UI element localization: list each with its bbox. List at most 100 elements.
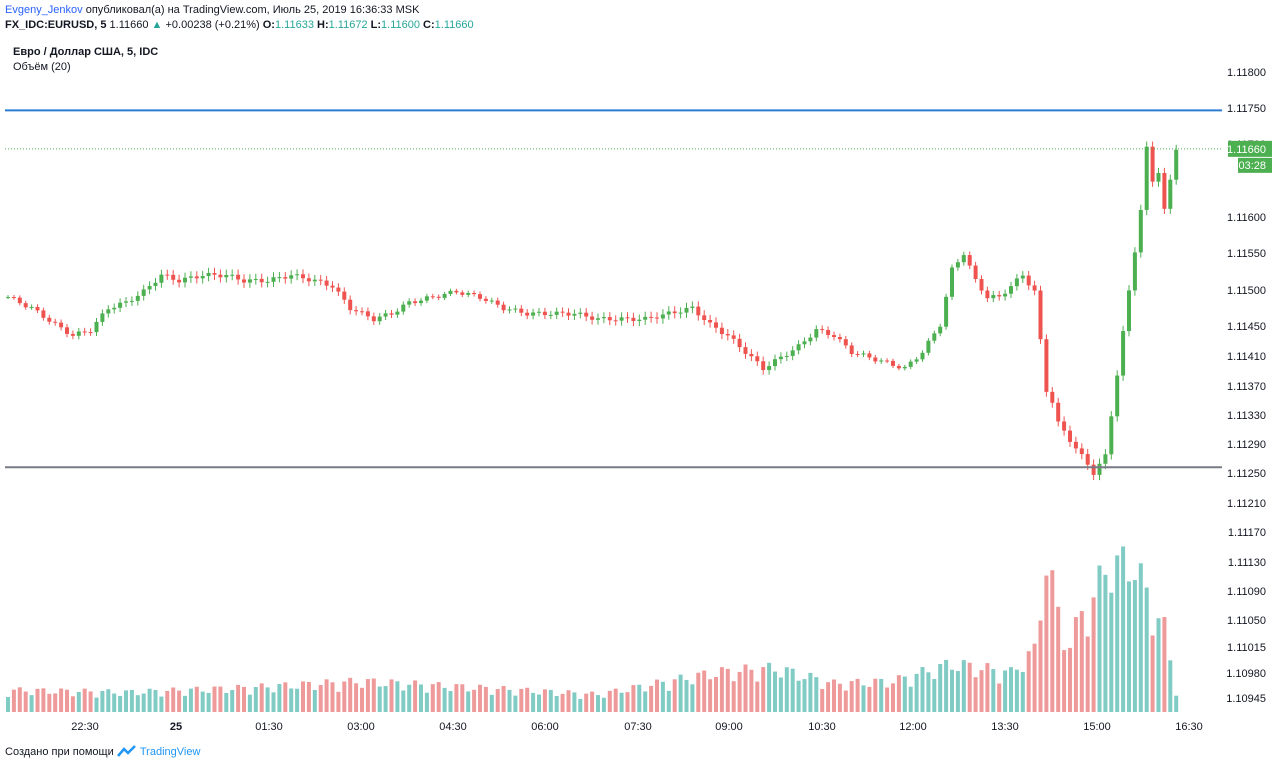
- volume-bar: [124, 690, 128, 712]
- candle-body: [1156, 173, 1161, 182]
- volume-bar: [472, 689, 477, 712]
- volume-bar: [413, 680, 418, 712]
- volume-bar: [1038, 620, 1043, 712]
- candle-body: [212, 273, 217, 275]
- volume-bar: [183, 695, 187, 712]
- candle-body: [206, 273, 211, 277]
- candle-body: [908, 361, 913, 367]
- candle-body: [82, 331, 87, 333]
- candle-body: [94, 321, 99, 333]
- volume-bar: [985, 663, 990, 712]
- y-tick-label: 1.11800: [1227, 67, 1266, 79]
- volume-legend: Объём (20): [13, 61, 71, 73]
- volume-bar: [749, 669, 754, 712]
- volume-bar: [979, 670, 984, 712]
- candle-body: [301, 274, 305, 279]
- created-with-text: Создано при помощи: [5, 746, 114, 758]
- candle-body: [1056, 402, 1061, 422]
- candle-body: [1050, 391, 1055, 403]
- candle-body: [643, 316, 648, 320]
- volume-bar: [100, 690, 105, 712]
- candle-body: [377, 316, 382, 322]
- volume-bar: [47, 693, 52, 712]
- volume-bar: [1127, 581, 1131, 712]
- volume-bar: [643, 691, 648, 712]
- candle-body: [200, 276, 205, 279]
- candle-body: [1132, 252, 1137, 291]
- volume-bar: [519, 688, 524, 712]
- candle-body: [873, 357, 878, 362]
- volume-bar: [572, 692, 577, 712]
- candle-body: [218, 274, 223, 278]
- volume-bar: [507, 689, 512, 712]
- candle-body: [826, 329, 831, 336]
- volume-bar: [690, 684, 695, 712]
- horizontal-lines[interactable]: [5, 109, 1222, 469]
- volume-bar: [1097, 565, 1102, 712]
- volume-bar: [312, 690, 317, 712]
- candle-body: [159, 274, 164, 283]
- volume-bar: [289, 688, 294, 712]
- publish-info: Evgeny_Jenkov опубликовал(а) на TradingV…: [5, 4, 419, 16]
- price-badge-box: [1228, 140, 1272, 157]
- candle-body: [407, 301, 412, 305]
- candle-body: [277, 277, 282, 279]
- volume-bar: [17, 687, 22, 712]
- tradingview-logo-icon[interactable]: [116, 745, 140, 758]
- volume-bar: [442, 687, 447, 712]
- x-tick-label: 06:00: [531, 721, 559, 733]
- candle-body: [430, 296, 435, 298]
- volume-bar: [265, 687, 270, 712]
- y-tick-label: 1.11250: [1227, 468, 1266, 480]
- volume-bar: [1109, 592, 1114, 712]
- volume-bar: [849, 681, 854, 712]
- candle-body: [165, 274, 170, 276]
- volume-bar: [1085, 636, 1090, 712]
- volume-bar: [1162, 617, 1167, 712]
- candle-body: [419, 300, 423, 304]
- volume-bar: [1003, 670, 1008, 712]
- candle-body: [808, 337, 813, 342]
- price-axis[interactable]: 1.118001.117501.117001.116001.115501.115…: [1226, 67, 1266, 705]
- candle-body: [1068, 430, 1072, 442]
- candle-body: [684, 307, 689, 313]
- candle-body: [761, 361, 766, 371]
- candle-body: [1103, 454, 1108, 464]
- volume-bar: [118, 695, 123, 712]
- time-axis[interactable]: 22:30 25 01:30 03:00 04:30 06:00 07:30 09:00 10:…: [71, 721, 1203, 733]
- price-change: +0.00238 (+0.21%): [165, 19, 260, 31]
- high-value: 1.11672: [328, 19, 368, 31]
- candle-body: [944, 296, 949, 327]
- volume-bar: [1079, 611, 1084, 712]
- x-tick-label: 25: [170, 721, 182, 733]
- volume-bar: [1174, 695, 1179, 712]
- volume-bar: [283, 682, 288, 712]
- tradingview-brand[interactable]: TradingView: [139, 746, 201, 758]
- volume-bar: [483, 686, 488, 712]
- author-link[interactable]: Evgeny_Jenkov: [5, 4, 83, 16]
- candle-body: [1150, 146, 1155, 182]
- volume-bar: [206, 692, 211, 712]
- candle-body: [802, 341, 807, 345]
- volume-bar: [814, 677, 819, 712]
- candle-body: [17, 297, 22, 304]
- candle-body: [35, 306, 40, 311]
- candle-body: [330, 285, 335, 288]
- volume-bar: [1091, 597, 1096, 712]
- candle-body: [867, 353, 872, 358]
- volume-bar: [1103, 574, 1108, 712]
- candle-body: [448, 290, 453, 295]
- candle-body: [129, 300, 134, 302]
- candle-body: [560, 311, 565, 313]
- candle-body: [613, 320, 618, 322]
- volume-bar: [1020, 672, 1025, 712]
- volume-bar: [867, 686, 872, 712]
- candle-body: [501, 304, 506, 311]
- candle-body: [849, 345, 854, 355]
- volume-bar: [719, 667, 724, 712]
- candle-body: [596, 318, 600, 320]
- volume-bar: [967, 662, 972, 712]
- candle-body: [666, 311, 671, 315]
- volume-bar: [873, 678, 878, 712]
